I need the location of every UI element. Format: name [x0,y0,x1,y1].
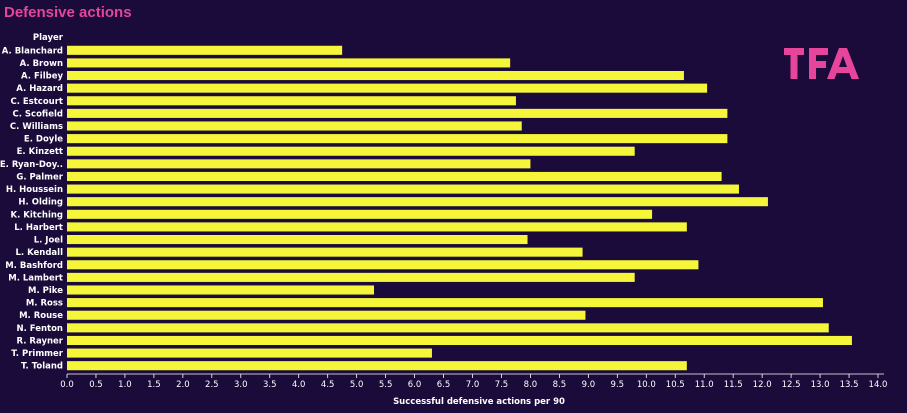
category-label: H. Olding [18,198,63,208]
category-label: A. Filbey [21,72,63,82]
x-tick-label: 9.5 [611,380,625,390]
bar [67,83,708,93]
x-tick-label: 10.0 [637,380,656,390]
bar [67,121,522,131]
bar [67,348,432,358]
category-label: M. Lambert [8,273,63,283]
category-label: L. Joel [34,236,63,246]
x-tick-label: 11.0 [695,380,714,390]
bar [67,260,699,270]
x-tick-label: 9.0 [582,380,596,390]
category-label: T. Primmer [11,349,64,359]
category-label: L. Kendall [15,248,63,258]
bars-group [67,45,852,371]
category-label: A. Blanchard [2,46,63,56]
chart-title: Defensive actions [4,4,132,21]
category-label: H. Houssein [6,185,63,195]
x-tick-label: 8.0 [524,380,538,390]
x-tick-label: 8.5 [553,380,567,390]
bar [67,171,722,182]
x-tick-label: 7.0 [466,380,480,390]
bar [67,323,829,333]
x-tick-label: 11.5 [724,380,743,390]
bar [67,310,586,320]
category-label: M. Pike [28,286,63,296]
bar [67,184,739,194]
category-label: C. Williams [10,122,63,132]
x-tick-label: 5.5 [379,380,393,390]
x-tick-label: 13.5 [840,380,859,390]
bar [67,335,852,346]
x-tick-label: 14.0 [869,380,888,390]
x-tick-label: 12.0 [753,380,772,390]
x-tick-label: 6.0 [408,380,422,390]
x-axis-label: Successful defensive actions per 90 [393,397,565,407]
bar [67,96,516,106]
x-tick-label: 3.0 [234,380,248,390]
x-tick-label: 12.5 [782,380,801,390]
category-label: L. Harbert [14,223,63,233]
bar [67,247,583,257]
bar [67,45,343,55]
category-label: R. Rayner [17,336,64,346]
category-label: M. Rouse [19,311,63,321]
bar [67,285,375,295]
category-label: G. Palmer [16,172,63,182]
x-tick-label: 2.0 [176,380,190,390]
x-tick-label: 0.5 [89,380,103,390]
x-tick-label: 0.0 [60,380,74,390]
x-tick-label: 7.5 [495,380,509,390]
bar [67,209,653,219]
category-labels: A. Blanchard A. Brown A. Filbey A. Hazard C.… [0,46,64,371]
x-tick-label: 3.5 [263,380,277,390]
category-label: E. Doyle [24,135,63,145]
x-tick-label: 1.5 [147,380,161,390]
x-tick-label: 4.5 [321,380,335,390]
bar [67,159,531,169]
bar [67,298,823,308]
category-label: K. Kitching [11,210,63,220]
bar [67,134,728,144]
x-tick-label: 2.5 [205,380,219,390]
bar [67,197,768,207]
tfa-logo [784,48,859,79]
x-tick-label: 13.0 [811,380,830,390]
category-label: T. Toland [21,362,63,372]
x-tick-label: 6.5 [437,380,451,390]
category-label: A. Hazard [16,84,63,94]
x-ticks: 0.0 0.5 1.0 1.5 2.0 2.5 3.0 3.5 4.0 4.5 5.0 5.5 6.0 6… [60,374,887,390]
bar [67,58,511,68]
bar [67,234,528,245]
bar [67,222,687,232]
bar [67,272,635,282]
x-tick-label: 10.5 [666,380,685,390]
category-label: E. Ryan-Doy.. [0,160,63,170]
category-header: Player [33,33,64,43]
category-label: N. Fenton [16,324,63,334]
x-tick-label: 4.0 [292,380,306,390]
bar [67,361,687,371]
bar [67,70,684,81]
category-label: M. Bashford [5,261,63,271]
category-label: E. Kinzett [17,147,63,157]
category-label: C. Estcourt [10,97,63,107]
category-label: C. Scofield [13,109,64,119]
bar [67,146,635,156]
bar [67,108,728,118]
x-tick-label: 1.0 [118,380,132,390]
category-label: A. Brown [20,59,63,69]
x-tick-label: 5.0 [350,380,364,390]
category-label: M. Ross [26,299,63,309]
